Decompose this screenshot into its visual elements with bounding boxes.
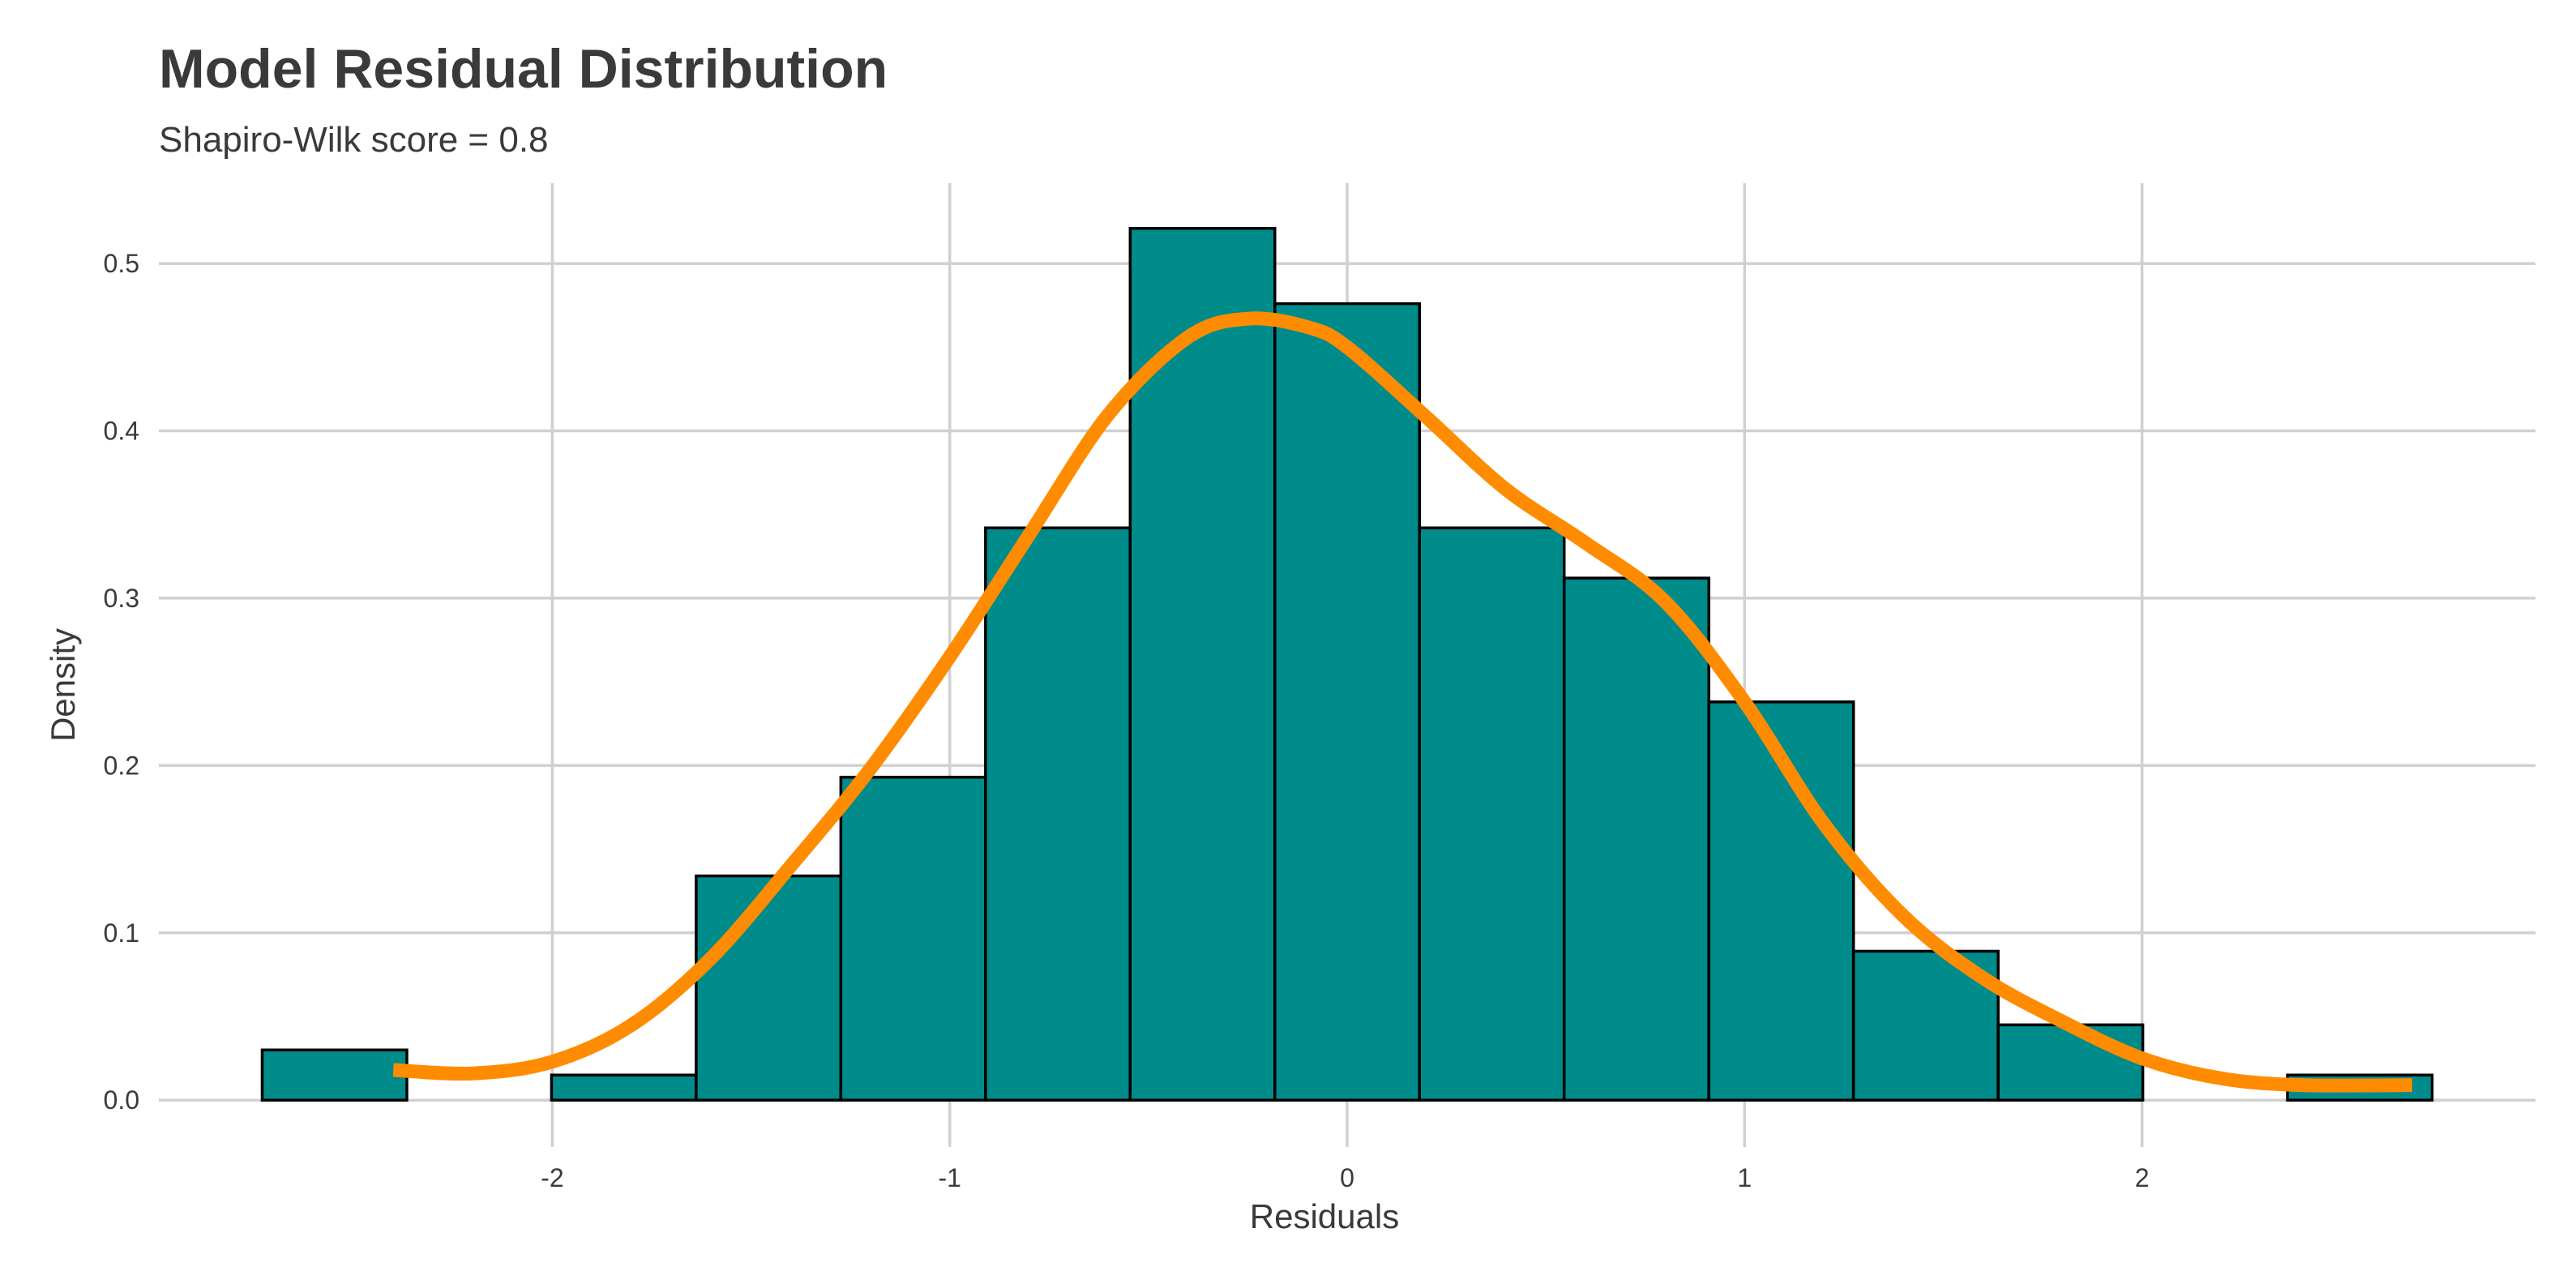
y-tick-label: 0.5 bbox=[104, 249, 139, 278]
histogram-bar-4 bbox=[839, 776, 987, 1102]
histogram-bar-7 bbox=[1273, 302, 1421, 1102]
histogram-bar-12 bbox=[1996, 1023, 2145, 1102]
y-axis-title: Density bbox=[44, 628, 82, 742]
density-curve bbox=[392, 311, 2413, 1093]
density-curve-group bbox=[392, 311, 2413, 1093]
y-axis-ticks: 0.0 0.1 0.2 0.3 0.4 0.5 bbox=[104, 249, 139, 1115]
x-axis-ticks: -2 -1 0 1 2 bbox=[541, 1163, 2149, 1192]
y-tick-label: 0.0 bbox=[104, 1085, 139, 1115]
x-tick-label: 2 bbox=[2135, 1163, 2150, 1192]
x-tick-label: 1 bbox=[1737, 1163, 1752, 1192]
histogram-bar-0 bbox=[260, 1048, 409, 1102]
x-tick-label: -1 bbox=[938, 1163, 961, 1192]
histogram-bar-8 bbox=[1418, 526, 1566, 1102]
x-tick-label: 0 bbox=[1340, 1163, 1354, 1192]
x-axis-title: Residuals bbox=[1250, 1197, 1399, 1235]
y-tick-label: 0.2 bbox=[104, 751, 139, 780]
x-tick-label: -2 bbox=[541, 1163, 563, 1192]
histogram-bar-5 bbox=[984, 526, 1132, 1102]
y-tick-label: 0.3 bbox=[104, 584, 139, 613]
histogram-bar-11 bbox=[1851, 949, 2000, 1102]
y-tick-label: 0.1 bbox=[104, 918, 139, 948]
histogram-bar-3 bbox=[695, 874, 843, 1102]
histogram-bar-9 bbox=[1562, 576, 1710, 1102]
chart-title: Model Residual Distribution bbox=[159, 38, 888, 100]
histogram-bars bbox=[260, 226, 2434, 1102]
chart-subtitle: Shapiro-Wilk score = 0.8 bbox=[159, 120, 549, 160]
y-tick-label: 0.4 bbox=[104, 417, 139, 446]
histogram-bar-2 bbox=[550, 1073, 698, 1102]
